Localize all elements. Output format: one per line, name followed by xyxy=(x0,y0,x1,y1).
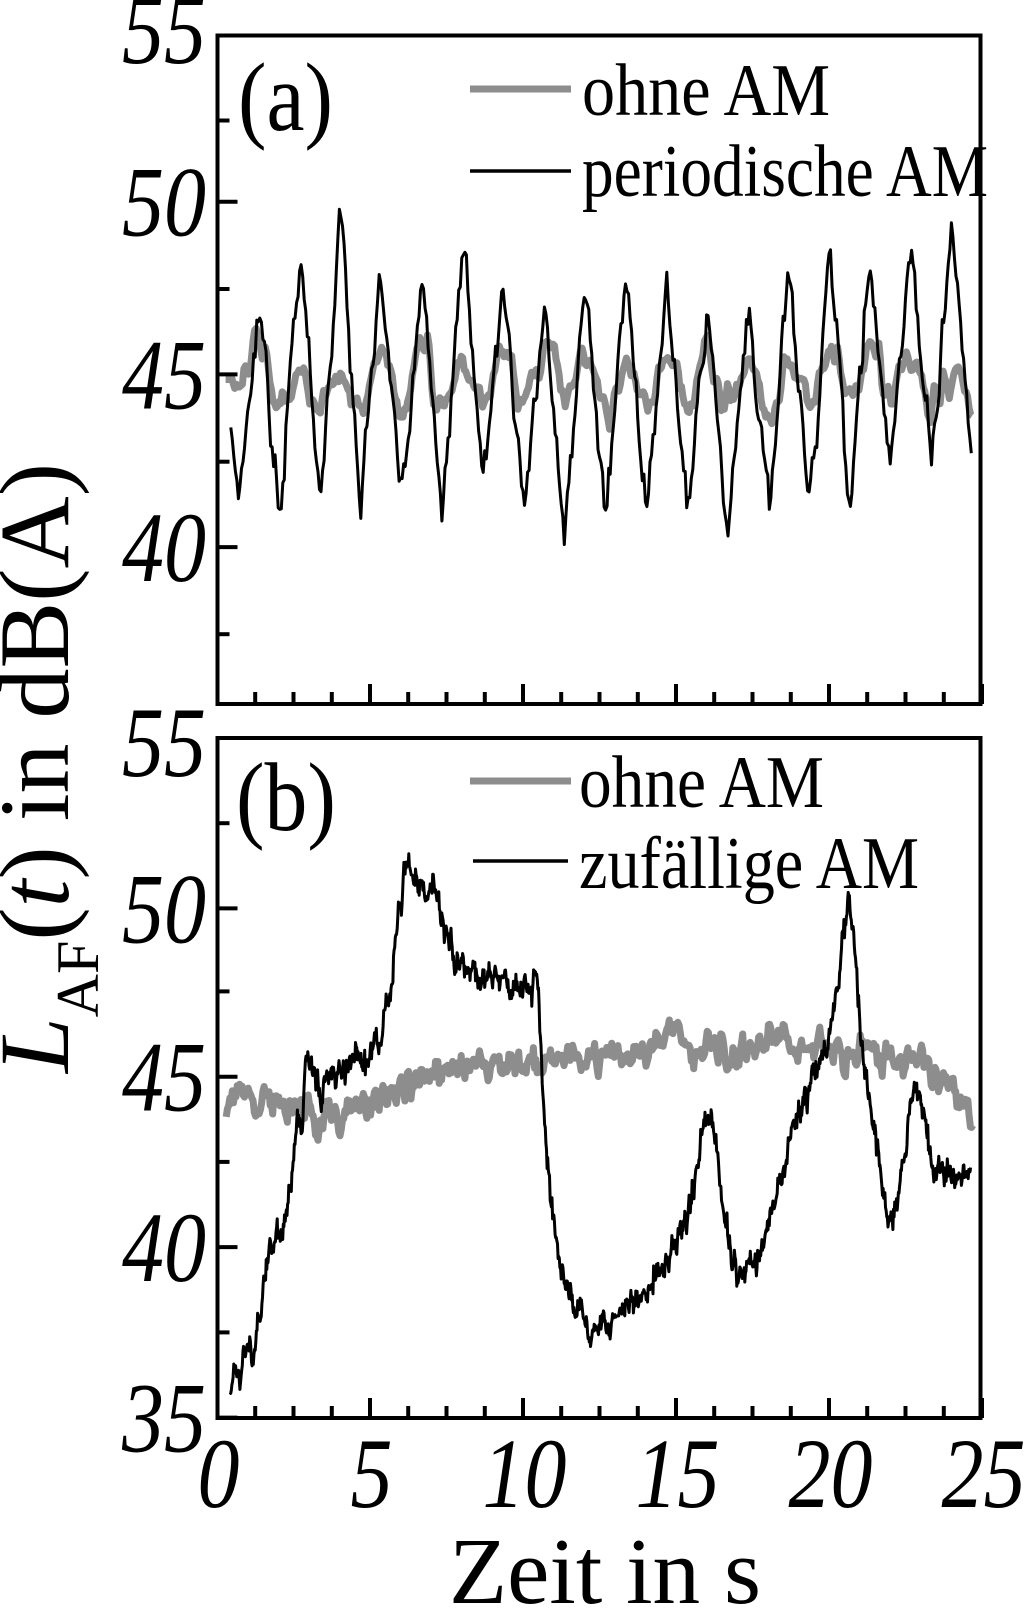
svg-text:20: 20 xyxy=(789,1418,873,1529)
svg-text:35: 35 xyxy=(121,1363,206,1474)
svg-text:ohne AM: ohne AM xyxy=(579,742,824,824)
svg-text:ohne AM: ohne AM xyxy=(582,50,830,132)
svg-text:45: 45 xyxy=(122,1022,206,1133)
svg-text:Zeit in s: Zeit in s xyxy=(449,1520,761,1606)
svg-text:25: 25 xyxy=(942,1418,1024,1529)
svg-text:zufällige AM: zufällige AM xyxy=(579,823,919,905)
svg-text:(a): (a) xyxy=(238,44,333,152)
svg-text:45: 45 xyxy=(122,319,206,430)
svg-text:periodische AM: periodische AM xyxy=(582,131,988,213)
svg-text:(b): (b) xyxy=(236,744,336,852)
svg-text:10: 10 xyxy=(483,1418,567,1529)
svg-text:15: 15 xyxy=(636,1418,720,1529)
svg-text:40: 40 xyxy=(122,1192,206,1303)
svg-text:40: 40 xyxy=(122,492,206,603)
svg-text:0: 0 xyxy=(198,1418,240,1529)
svg-text:50: 50 xyxy=(122,147,206,258)
svg-text:5: 5 xyxy=(351,1418,393,1529)
svg-text:55: 55 xyxy=(122,0,206,85)
svg-text:55: 55 xyxy=(122,687,206,798)
svg-text:50: 50 xyxy=(122,853,206,964)
